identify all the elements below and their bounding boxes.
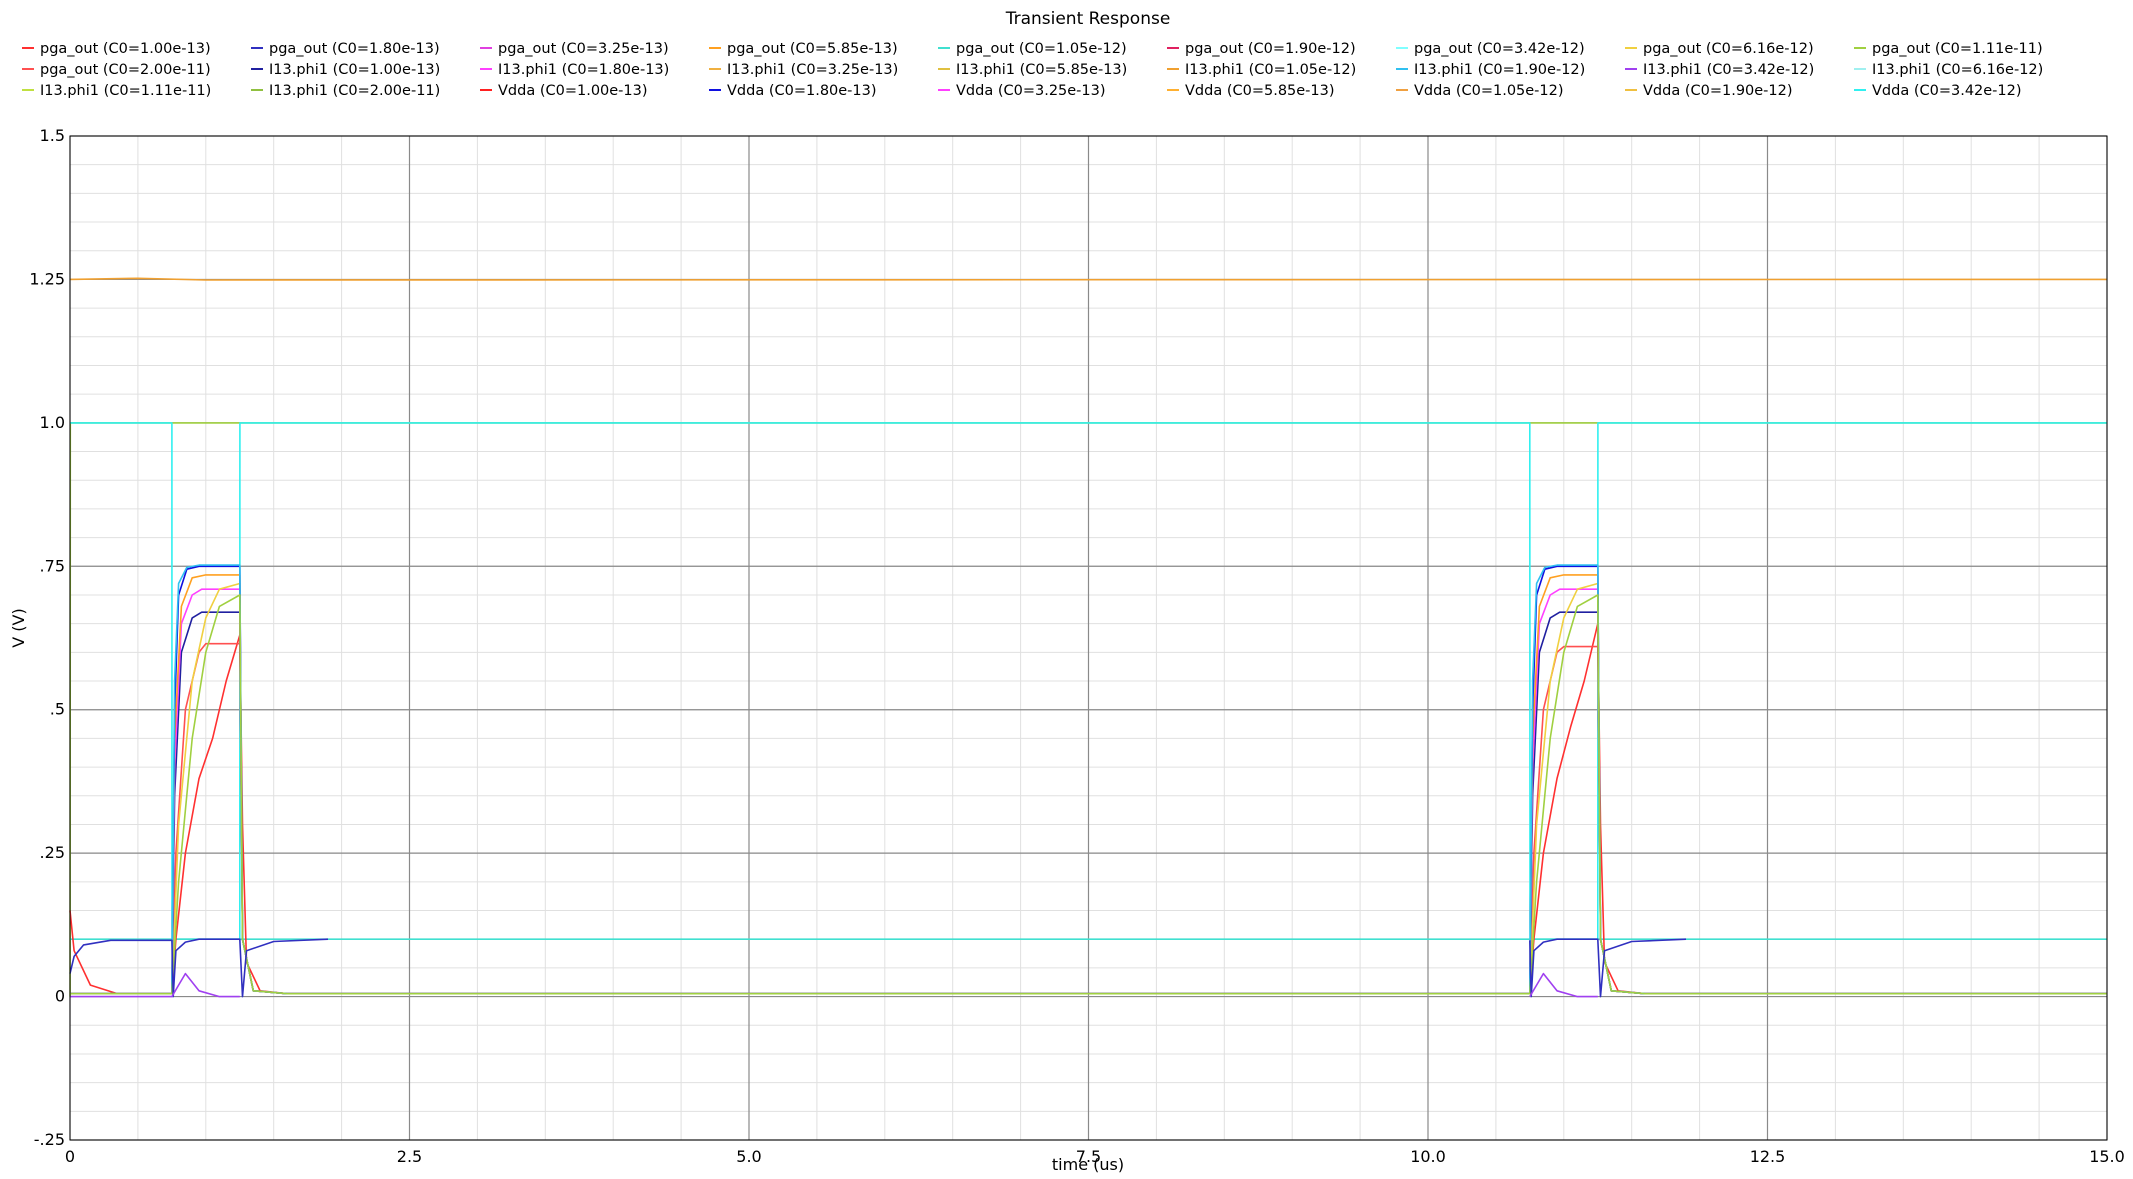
series-line	[69, 938, 329, 998]
legend-label: I13.phi1 (C0=3.25e-13)	[727, 62, 898, 78]
legend-label: pga_out (C0=3.25e-13)	[498, 41, 669, 57]
legend-item: I13.phi1 (C0=1.05e-12)	[1167, 62, 1356, 78]
x-axis-label: time (us)	[1052, 1155, 1124, 1174]
legend-label: pga_out (C0=1.00e-13)	[40, 41, 211, 57]
plot-area	[69, 135, 2108, 1141]
y-axis-label: V (V)	[9, 608, 28, 647]
y-tick-label: 1.0	[40, 413, 65, 432]
legend-item: Vdda (C0=3.42e-12)	[1854, 83, 2022, 99]
x-tick-label: 7.5	[1076, 1147, 1101, 1166]
legend-item: I13.phi1 (C0=3.42e-12)	[1625, 62, 1814, 78]
series-line	[69, 277, 2108, 281]
legend-label: pga_out (C0=1.11e-11)	[1872, 41, 2043, 57]
series-line	[70, 972, 240, 998]
legend-label: I13.phi1 (C0=5.85e-13)	[956, 62, 1127, 78]
legend-label: Vdda (C0=3.42e-12)	[1872, 83, 2022, 99]
y-tick-label: .5	[50, 700, 65, 719]
legend-item: pga_out (C0=1.90e-12)	[1167, 41, 1356, 57]
legend-label: I13.phi1 (C0=1.80e-13)	[498, 62, 669, 78]
x-tick-label: 5.0	[736, 1147, 761, 1166]
legend-item: Vdda (C0=1.90e-12)	[1625, 83, 1793, 99]
legend-item: pga_out (C0=6.16e-12)	[1625, 41, 1814, 57]
x-axis: 0 2.5 5.0 7.5 10.0 12.5 15.0	[65, 1147, 2125, 1166]
legend-label: I13.phi1 (C0=2.00e-11)	[269, 83, 440, 99]
legend-item: pga_out (C0=3.25e-13)	[480, 41, 669, 57]
legend-label: Vdda (C0=1.00e-13)	[498, 83, 648, 99]
legend-item: pga_out (C0=3.42e-12)	[1396, 41, 1585, 57]
legend-label: pga_out (C0=6.16e-12)	[1643, 41, 1814, 57]
legend-item: I13.phi1 (C0=1.00e-13)	[251, 62, 440, 78]
legend-label: I13.phi1 (C0=1.90e-12)	[1414, 62, 1585, 78]
legend-item: pga_out (C0=1.80e-13)	[251, 41, 440, 57]
y-tick-label: 1.25	[29, 269, 65, 288]
legend-item: Vdda (C0=5.85e-13)	[1167, 83, 1335, 99]
legend-item: pga_out (C0=1.05e-12)	[938, 41, 1127, 57]
x-tick-label: 2.5	[397, 1147, 422, 1166]
legend-item: Vdda (C0=1.05e-12)	[1396, 83, 1564, 99]
legend-label: Vdda (C0=3.25e-13)	[956, 83, 1106, 99]
legend-item: Vdda (C0=1.80e-13)	[709, 83, 877, 99]
plot-frame	[69, 135, 2108, 1141]
x-tick-label: 10.0	[1410, 1147, 1446, 1166]
chart-title: Transient Response	[1005, 9, 1171, 29]
legend-item: pga_out (C0=1.11e-11)	[1854, 41, 2043, 57]
series-line	[70, 594, 2107, 995]
legend-label: Vdda (C0=1.05e-12)	[1414, 83, 1564, 99]
legend-label: pga_out (C0=2.00e-11)	[40, 62, 211, 78]
legend-label: I13.phi1 (C0=6.16e-12)	[1872, 62, 2043, 78]
y-tick-label: .25	[40, 843, 65, 862]
legend-label: pga_out (C0=1.90e-12)	[1185, 41, 1356, 57]
series-line	[1529, 938, 1687, 998]
y-tick-label: 0	[55, 987, 65, 1006]
series-line	[1529, 972, 1598, 998]
legend-item: I13.phi1 (C0=6.16e-12)	[1854, 62, 2043, 78]
legend-item: I13.phi1 (C0=1.90e-12)	[1396, 62, 1585, 78]
legend-label: I13.phi1 (C0=1.11e-11)	[40, 83, 211, 99]
legend-label: I13.phi1 (C0=1.00e-13)	[269, 62, 440, 78]
x-tick-label: 0	[65, 1147, 75, 1166]
legend: pga_out (C0=1.00e-13) pga_out (C0=1.80e-1…	[22, 41, 2043, 99]
legend-label: pga_out (C0=5.85e-13)	[727, 41, 898, 57]
legend-item: Vdda (C0=3.25e-13)	[938, 83, 1106, 99]
x-tick-label: 15.0	[2089, 1147, 2125, 1166]
legend-label: I13.phi1 (C0=3.42e-12)	[1643, 62, 1814, 78]
legend-label: Vdda (C0=1.80e-13)	[727, 83, 877, 99]
legend-item: I13.phi1 (C0=1.80e-13)	[480, 62, 669, 78]
legend-label: pga_out (C0=1.80e-13)	[269, 41, 440, 57]
legend-label: I13.phi1 (C0=1.05e-12)	[1185, 62, 1356, 78]
legend-item: I13.phi1 (C0=2.00e-11)	[251, 83, 440, 99]
legend-label: Vdda (C0=5.85e-13)	[1185, 83, 1335, 99]
legend-label: Vdda (C0=1.90e-12)	[1643, 83, 1793, 99]
legend-item: I13.phi1 (C0=3.25e-13)	[709, 62, 898, 78]
y-tick-label: 1.5	[40, 126, 65, 145]
legend-label: pga_out (C0=1.05e-12)	[956, 41, 1127, 57]
x-tick-label: 12.5	[1750, 1147, 1786, 1166]
legend-item: pga_out (C0=1.00e-13)	[22, 41, 211, 57]
y-tick-label: .75	[40, 556, 65, 575]
y-axis: -.25 0 .25 .5 .75 1.0 1.25 1.5	[29, 126, 65, 1149]
legend-item: pga_out (C0=2.00e-11)	[22, 62, 211, 78]
legend-item: Vdda (C0=1.00e-13)	[480, 83, 648, 99]
legend-item: pga_out (C0=5.85e-13)	[709, 41, 898, 57]
legend-label: pga_out (C0=3.42e-12)	[1414, 41, 1585, 57]
legend-item: I13.phi1 (C0=5.85e-13)	[938, 62, 1127, 78]
y-tick-label: -.25	[34, 1130, 65, 1149]
legend-item: I13.phi1 (C0=1.11e-11)	[22, 83, 211, 99]
